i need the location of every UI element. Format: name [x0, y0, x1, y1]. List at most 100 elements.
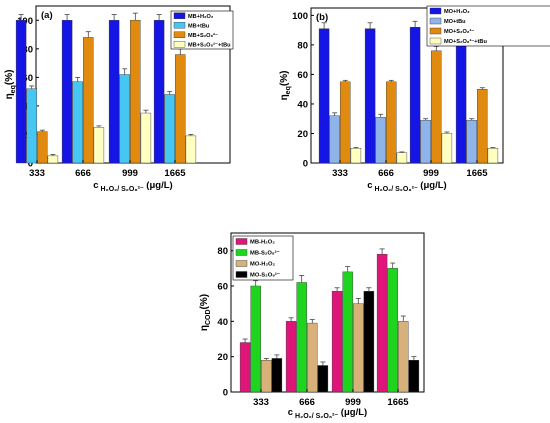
bar-0-2 — [108, 20, 120, 164]
x-tick-label: 1665 — [466, 168, 488, 179]
legend-label: MO+H₂O₂ — [444, 9, 470, 15]
y-tick-label: 40 — [217, 317, 228, 328]
legend-swatch — [429, 27, 442, 35]
legend-swatch — [429, 37, 442, 45]
bar-2-0 — [261, 360, 272, 393]
bar-1-1 — [375, 117, 386, 164]
y-tick-label: 60 — [297, 70, 308, 81]
bar-3-2 — [140, 112, 152, 164]
legend: MB-H₂O₂ MB-S₂O₈²⁻ MO-H₂O₂ MO-S₂O₈²⁻ — [232, 235, 294, 281]
x-axis-subscript: H₂O₂/ S₂O₈²⁻ — [99, 186, 144, 193]
bar-2-1 — [386, 81, 397, 164]
x-tick-label: 666 — [75, 168, 91, 179]
legend-label: MB-H₂O₂ — [250, 240, 275, 246]
y-axis-unit: (%) — [279, 71, 290, 87]
y-tick-label: 20 — [217, 352, 228, 363]
legend-label: MO-S₂O₈²⁻ — [250, 272, 280, 279]
bar-3-2 — [363, 291, 375, 393]
legend-label: MO-H₂O₂ — [250, 262, 276, 268]
legend-swatch — [173, 12, 186, 19]
legend-box — [426, 5, 550, 47]
chart-panel-1: 0 20 40 60 80 100 333 666 999 1665 (b) ηeq(%) c H₂O₂… — [279, 5, 550, 193]
x-tick-label: 666 — [378, 168, 394, 179]
bar-3-1 — [396, 152, 408, 164]
y-axis-symbol: η — [279, 94, 290, 100]
legend-label: MB+S₂O₈²⁻ — [188, 32, 218, 39]
y-axis-unit: (%) — [4, 70, 15, 86]
x-tick-label: 999 — [423, 168, 439, 179]
bar-0-1 — [364, 28, 376, 164]
y-tick-label: 0 — [303, 159, 308, 170]
bar-2-3 — [398, 321, 409, 393]
bar-1-1 — [296, 282, 307, 393]
x-axis-unit: (μg/L) — [144, 180, 173, 191]
bar-2-3 — [477, 88, 488, 164]
bar-1-1 — [72, 81, 83, 164]
legend-swatch — [235, 238, 248, 245]
legend-swatch — [235, 271, 248, 278]
bar-3-3 — [408, 360, 420, 393]
bar-3-0 — [47, 155, 59, 164]
bar-0-0 — [15, 20, 27, 164]
legend-label: MB+S₂O₈²⁻+tBu — [188, 41, 231, 48]
bar-2-1 — [83, 37, 94, 164]
bar-0-2 — [409, 26, 421, 164]
legend-label: MB+tBu — [188, 23, 210, 29]
bar-1-0 — [26, 88, 37, 164]
legend-label: MO+S₂O₈²⁻ — [444, 28, 474, 35]
legend-swatch — [429, 17, 442, 25]
legend-swatch — [235, 249, 248, 256]
bar-1-2 — [420, 119, 431, 164]
bar-3-3 — [185, 135, 197, 164]
legend-swatch — [235, 260, 248, 267]
bar-2-2 — [431, 50, 442, 164]
legend-label: MB+H₂O₂ — [188, 14, 214, 20]
y-tick-label: 0 — [28, 159, 33, 170]
bar-3-0 — [271, 358, 283, 393]
y-tick-label: 80 — [217, 246, 228, 257]
bar-1-3 — [387, 268, 398, 393]
y-axis-title: ηeq(%) — [279, 71, 292, 101]
panel-label: (a) — [41, 10, 53, 21]
x-tick-label: 999 — [122, 168, 138, 179]
x-axis-unit: (μg/L) — [338, 407, 367, 418]
x-axis-prefix: c — [93, 180, 98, 191]
x-axis-unit: (μg/L) — [418, 180, 447, 191]
x-tick-label: 1665 — [164, 168, 186, 179]
bar-0-3 — [153, 20, 165, 164]
bar-1-3 — [466, 119, 477, 164]
bar-3-3 — [487, 148, 499, 164]
bar-0-1 — [61, 20, 73, 164]
y-axis-unit: (%) — [199, 294, 210, 310]
x-axis-subscript: H₂O₂/ S₂O₈²⁻ — [293, 413, 338, 420]
legend-label: MB-S₂O₈²⁻ — [250, 250, 280, 257]
y-tick-label: 40 — [297, 99, 308, 110]
x-axis-prefix: c — [288, 407, 293, 418]
x-tick-label: 999 — [345, 397, 361, 408]
x-axis-subscript: H₂O₂/ S₂O₈²⁻ — [373, 186, 418, 193]
y-axis-symbol: η — [4, 93, 15, 99]
bar-3-0 — [350, 148, 362, 164]
y-axis-title: ηCOD(%) — [199, 294, 212, 331]
y-axis-symbol: η — [199, 325, 210, 331]
y-axis-subscript: COD — [205, 309, 212, 325]
y-tick-label: 80 — [22, 44, 33, 55]
x-tick-label: 333 — [332, 168, 348, 179]
bar-1-2 — [342, 271, 353, 393]
bar-3-1 — [93, 127, 105, 164]
bar-2-2 — [353, 303, 364, 393]
bar-0-3 — [455, 25, 467, 164]
legend: MB+H₂O₂ MB+tBu MB+S₂O₈²⁻ MB+S₂O₈²⁻+tBu — [170, 10, 234, 50]
x-axis-prefix: c — [367, 180, 372, 191]
x-axis-title: c H₂O₂/ S₂O₈²⁻ (μg/L) — [288, 407, 367, 420]
y-tick-label: 0 — [223, 388, 228, 399]
y-tick-label: 60 — [217, 282, 228, 293]
bar-0-0 — [318, 28, 330, 164]
legend-swatch — [173, 22, 186, 29]
bar-1-2 — [119, 74, 130, 164]
y-axis-title: ηeq(%) — [4, 70, 17, 100]
bar-2-3 — [175, 54, 186, 164]
